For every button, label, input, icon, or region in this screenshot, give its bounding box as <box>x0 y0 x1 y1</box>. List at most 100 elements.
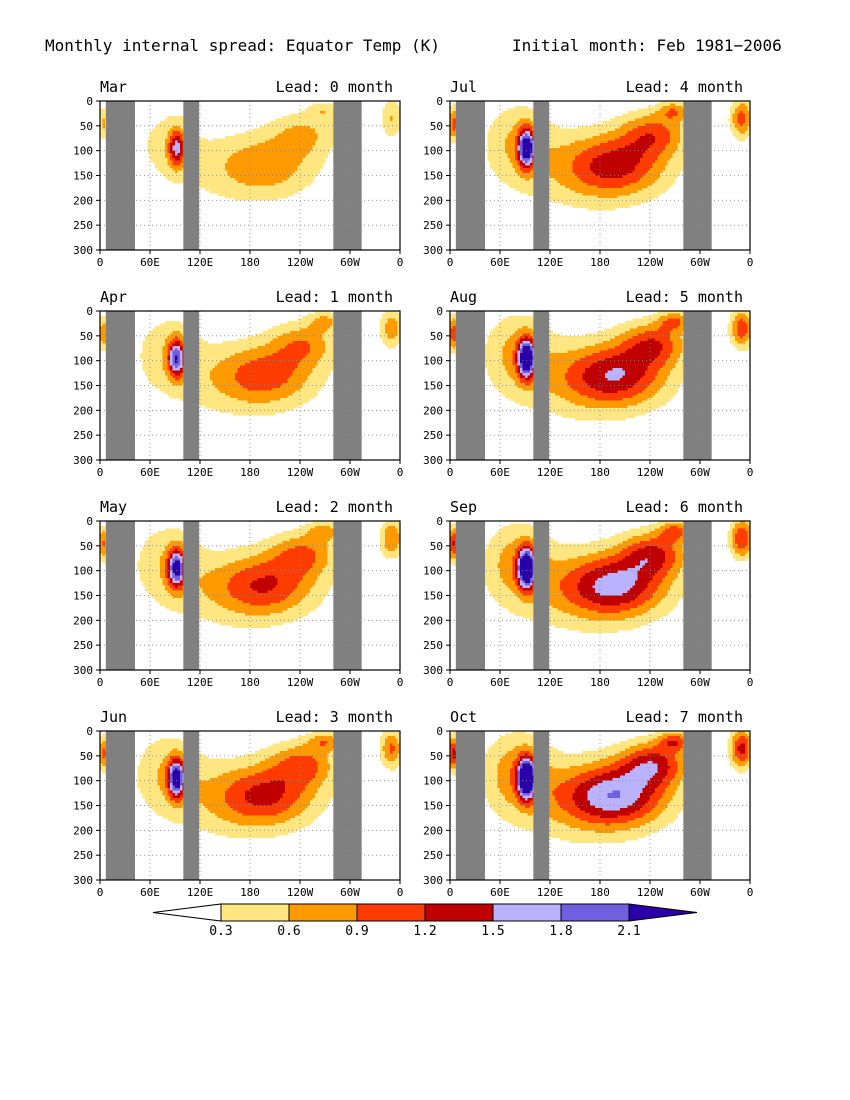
contour-cell <box>210 810 238 814</box>
contour-cell <box>450 110 453 114</box>
contour-cell <box>100 538 111 542</box>
contour-cell <box>247 400 271 404</box>
contour-cell <box>315 793 333 796</box>
contour-cell <box>540 338 611 342</box>
y-tick-label: 50 <box>80 330 93 343</box>
contour-cell <box>657 800 671 804</box>
contour-cell <box>505 143 516 147</box>
contour-cell <box>747 753 751 757</box>
contour-cell <box>100 318 111 322</box>
contour-cell <box>210 373 236 376</box>
contour-cell <box>522 133 526 137</box>
contour-cell <box>745 731 751 734</box>
contour-cell <box>542 758 601 762</box>
contour-cell <box>545 143 571 147</box>
contour-cell <box>602 340 623 344</box>
contour-cell <box>640 593 653 596</box>
contour-cell <box>620 795 641 799</box>
contour-cell <box>595 590 628 594</box>
contour-cell <box>672 348 683 352</box>
contour-cell <box>635 735 658 739</box>
contour-cell <box>180 397 238 401</box>
contour-cell <box>677 538 686 542</box>
contour-cell <box>585 405 628 409</box>
contour-cell <box>530 793 533 796</box>
contour-cell <box>735 538 748 542</box>
contour-cell <box>170 380 186 384</box>
contour-cell <box>255 333 283 337</box>
contour-cell <box>180 580 183 584</box>
contour-cell <box>747 108 751 112</box>
contour-cell <box>727 750 733 754</box>
contour-cell <box>592 585 633 589</box>
contour-cell <box>290 593 308 596</box>
contour-cell <box>527 375 533 379</box>
contour-cell <box>732 343 751 347</box>
contour-cell <box>540 770 588 774</box>
contour-cell <box>290 755 313 759</box>
contour-cell <box>235 610 283 614</box>
contour-cell <box>570 570 591 574</box>
contour-cell <box>590 163 638 166</box>
contour-cell <box>747 330 751 334</box>
contour-cell <box>580 605 638 609</box>
contour-cell <box>517 150 521 154</box>
contour-cell <box>590 800 636 804</box>
contour-cell <box>387 101 396 104</box>
contour-cell <box>520 553 523 557</box>
contour-cell <box>620 610 648 614</box>
contour-cell <box>380 745 383 749</box>
contour-cell <box>577 785 593 789</box>
contour-cell <box>450 120 453 124</box>
contour-cell <box>222 605 293 609</box>
contour-cell <box>150 330 173 334</box>
contour-cell <box>567 368 586 371</box>
contour-cell <box>145 750 171 754</box>
contour-cell <box>517 800 523 804</box>
contour-cell <box>277 133 318 137</box>
contour-cell <box>620 333 638 337</box>
contour-cell <box>450 548 458 552</box>
contour-cell <box>167 148 171 152</box>
contour-cell <box>577 805 596 809</box>
contour-cell <box>287 748 333 752</box>
contour-cell <box>165 138 171 142</box>
contour-cell <box>662 105 683 109</box>
contour-cell <box>522 350 533 354</box>
contour-cell <box>580 565 603 569</box>
contour-cell <box>517 355 521 359</box>
contour-cell <box>160 565 166 569</box>
contour-cell <box>307 378 328 381</box>
contour-cell <box>737 543 748 547</box>
contour-cell <box>575 775 596 779</box>
contour-cell <box>652 575 666 579</box>
contour-cell <box>140 558 161 562</box>
contour-cell <box>735 745 738 749</box>
contour-cell <box>300 600 323 604</box>
contour-cell <box>512 563 516 567</box>
y-tick-label: 250 <box>73 219 93 232</box>
contour-cell <box>537 373 566 376</box>
contour-cell <box>380 320 388 324</box>
contour-cell <box>157 530 183 534</box>
contour-cell <box>517 345 521 349</box>
contour-cell <box>570 612 643 616</box>
contour-cell <box>385 540 401 544</box>
contour-cell <box>385 330 398 334</box>
contour-cell <box>167 773 171 777</box>
contour-cell <box>162 353 168 357</box>
contour-cell <box>202 803 228 806</box>
contour-cell <box>645 370 658 374</box>
contour-cell <box>252 803 273 806</box>
contour-cell <box>492 123 516 127</box>
contour-cell <box>450 555 458 559</box>
contour-cell <box>397 543 401 547</box>
contour-cell <box>530 138 533 142</box>
contour-cell <box>732 750 736 754</box>
contour-cell <box>582 575 603 579</box>
contour-cell <box>607 573 638 577</box>
contour-cell <box>655 140 671 144</box>
contour-cell <box>167 560 171 564</box>
contour-cell <box>655 103 671 107</box>
